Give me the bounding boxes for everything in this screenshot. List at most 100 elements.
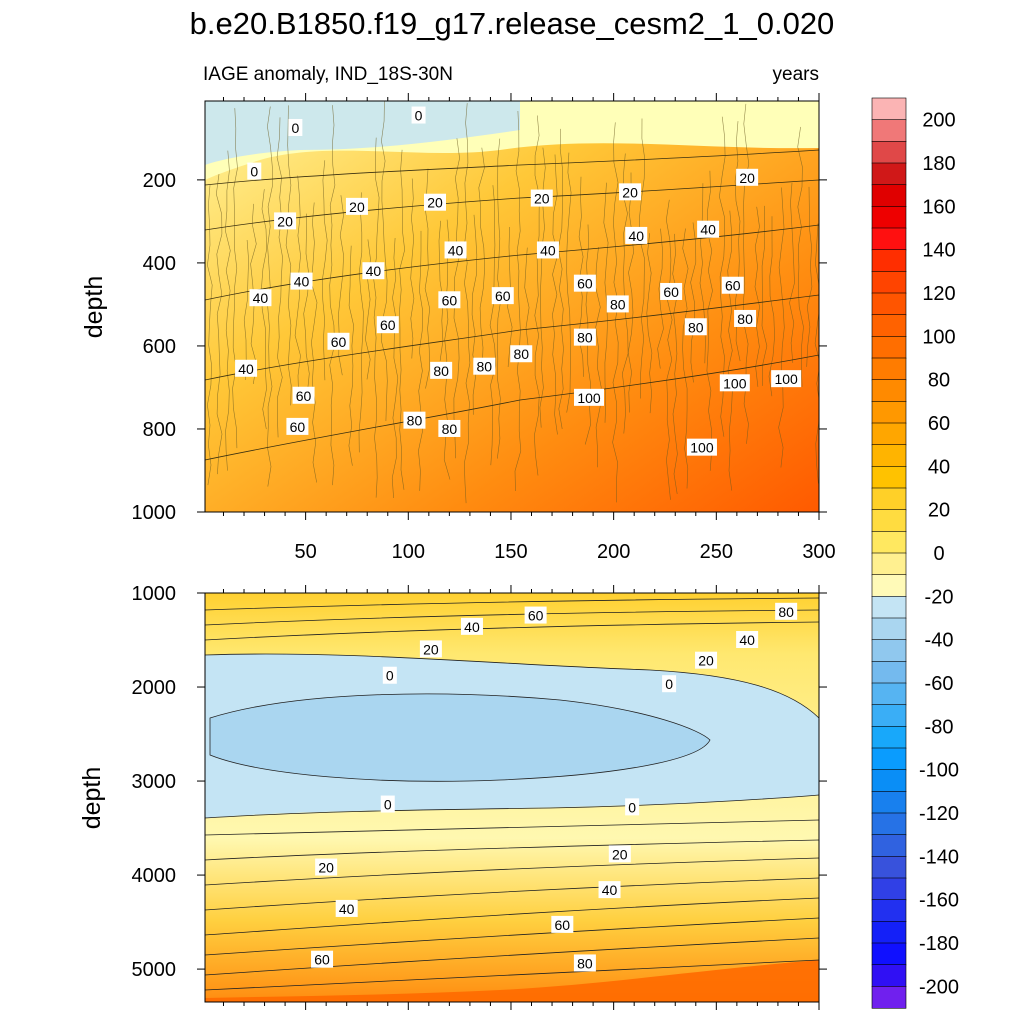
contour-label-box: [734, 309, 757, 327]
colorbar-tick-label: -180: [919, 933, 959, 955]
contour-line: [489, 185, 497, 466]
contour-label-box: [510, 345, 533, 363]
contour-label-value: 80: [433, 363, 449, 379]
contour-label: 100: [686, 438, 717, 456]
contour-line: [552, 154, 559, 435]
contour-line: [348, 245, 355, 466]
x-tick-label: 100: [392, 541, 425, 563]
contour-line: [205, 877, 819, 911]
colorbar-swatch: [871, 119, 907, 142]
contour-label-value: 60: [577, 276, 593, 292]
colorbar-swatch: [871, 877, 907, 901]
contour-label: 20: [695, 651, 718, 669]
contour-line: [418, 230, 424, 491]
contour-label-value: 20: [612, 846, 628, 862]
y-tick-label: 800: [143, 419, 176, 441]
contour-label: 0: [247, 162, 262, 180]
contour-line: [205, 897, 819, 936]
colorbar-swatch: [871, 271, 907, 294]
colorbar-swatch: [871, 184, 907, 207]
contour-label-value: 40: [339, 901, 355, 917]
contour-label-box: [625, 798, 640, 816]
colorbar-swatch: [871, 292, 907, 316]
contour-label: 40: [362, 262, 385, 280]
contour-label: 60: [573, 274, 596, 292]
contour-label-value: 40: [540, 242, 556, 258]
contour-line: [727, 210, 733, 491]
contour-label-box: [524, 606, 547, 624]
contour-line: [814, 223, 819, 484]
contour-label-box: [736, 168, 759, 186]
contour-label-value: 80: [737, 311, 753, 327]
colorbar-swatch: [871, 812, 907, 836]
colorbar-tick-label: -80: [925, 716, 954, 738]
colorbar-swatch: [871, 856, 907, 879]
contour-label-value: 20: [739, 170, 755, 186]
contour-label-value: 40: [253, 290, 269, 306]
contour-label-value: 60: [528, 608, 544, 624]
contour-line: [514, 110, 522, 492]
contour-label: 40: [460, 617, 483, 635]
contour-label-box: [684, 318, 707, 336]
contour-label-value: 0: [386, 668, 394, 684]
colorbar-swatch: [871, 596, 907, 619]
colorbar-swatch: [871, 97, 907, 121]
contour-line: [215, 174, 223, 475]
contour-label: 60: [327, 332, 350, 350]
contour-line: [806, 186, 813, 367]
contour-label: 80: [438, 419, 461, 437]
contour-label: 60: [292, 386, 315, 404]
contour-label-value: 100: [690, 440, 714, 456]
contour-label-value: 20: [427, 195, 443, 211]
contour-label-value: 80: [442, 421, 458, 437]
contour-line: [665, 199, 673, 500]
colorbar-tick-label: -160: [919, 890, 959, 912]
contour-line: [627, 172, 634, 413]
x-tick-label: 250: [700, 541, 733, 563]
colorbar-swatch: [871, 747, 907, 771]
y-tick-label: 1000: [132, 502, 177, 524]
contour-label-box: [345, 197, 368, 215]
colorbar-swatch: [871, 682, 907, 706]
y-tick-label: 400: [143, 253, 176, 275]
colorbar-swatch: [871, 162, 907, 186]
contour-line: [471, 214, 478, 415]
colorbar-swatch: [871, 899, 907, 922]
contour-label-box: [335, 899, 358, 917]
contour-line: [205, 857, 819, 886]
colorbar-swatch: [871, 336, 907, 359]
contour-label-value: 20: [698, 653, 714, 669]
colorbar-swatch: [871, 422, 907, 446]
colorbar-tick-label: 80: [928, 370, 950, 392]
contour-line: [646, 233, 653, 414]
contour-label-box: [771, 370, 802, 388]
colorbar-swatch: [871, 726, 907, 749]
contour-line: [768, 216, 775, 397]
colorbar-tick-label: 40: [928, 456, 950, 478]
x-tick-label: 150: [494, 541, 527, 563]
contour-label: 0: [662, 675, 677, 693]
contour-label: 20: [530, 189, 553, 207]
contour-label-box: [491, 287, 514, 305]
colorbar-swatch: [871, 401, 907, 424]
contour-label-value: 100: [774, 371, 798, 387]
contour-label-value: 20: [277, 213, 293, 229]
y-tick-label: 200: [143, 170, 176, 192]
contour-line: [321, 160, 328, 381]
contour-label-value: 60: [380, 317, 396, 333]
colorbar-tick-label: 20: [928, 500, 950, 522]
contour-line: [205, 149, 819, 186]
contour-label-box: [573, 328, 596, 346]
contour-line: [205, 354, 819, 461]
contour-line: [205, 597, 819, 611]
contour-label-box: [608, 845, 631, 863]
contour-label-box: [598, 881, 621, 899]
upper-contour-labels: 0 0 0 20 20 20 20 20 20 40 40 40 40 40 40 40 40 60 60 60 60 6…: [235, 106, 802, 456]
contour-label-value: 80: [476, 359, 492, 375]
contour-label: 60: [721, 276, 744, 294]
colorbar-tick-label: -120: [919, 803, 959, 825]
y-tick-label: 2000: [132, 677, 177, 699]
contour-label: 40: [235, 359, 258, 377]
colorbar-tick-label: 60: [928, 413, 950, 435]
